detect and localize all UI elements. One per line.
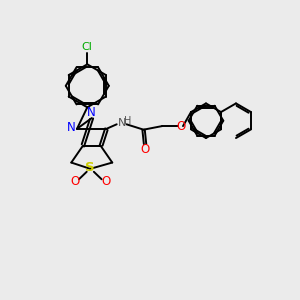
Text: N: N xyxy=(67,121,76,134)
Text: Cl: Cl xyxy=(82,42,93,52)
Text: O: O xyxy=(70,175,80,188)
Text: N: N xyxy=(118,118,126,128)
Text: O: O xyxy=(140,143,150,157)
Text: O: O xyxy=(177,120,186,133)
Text: N: N xyxy=(86,106,95,119)
Text: H: H xyxy=(124,116,131,126)
Text: O: O xyxy=(101,175,110,188)
Text: S: S xyxy=(85,161,95,174)
